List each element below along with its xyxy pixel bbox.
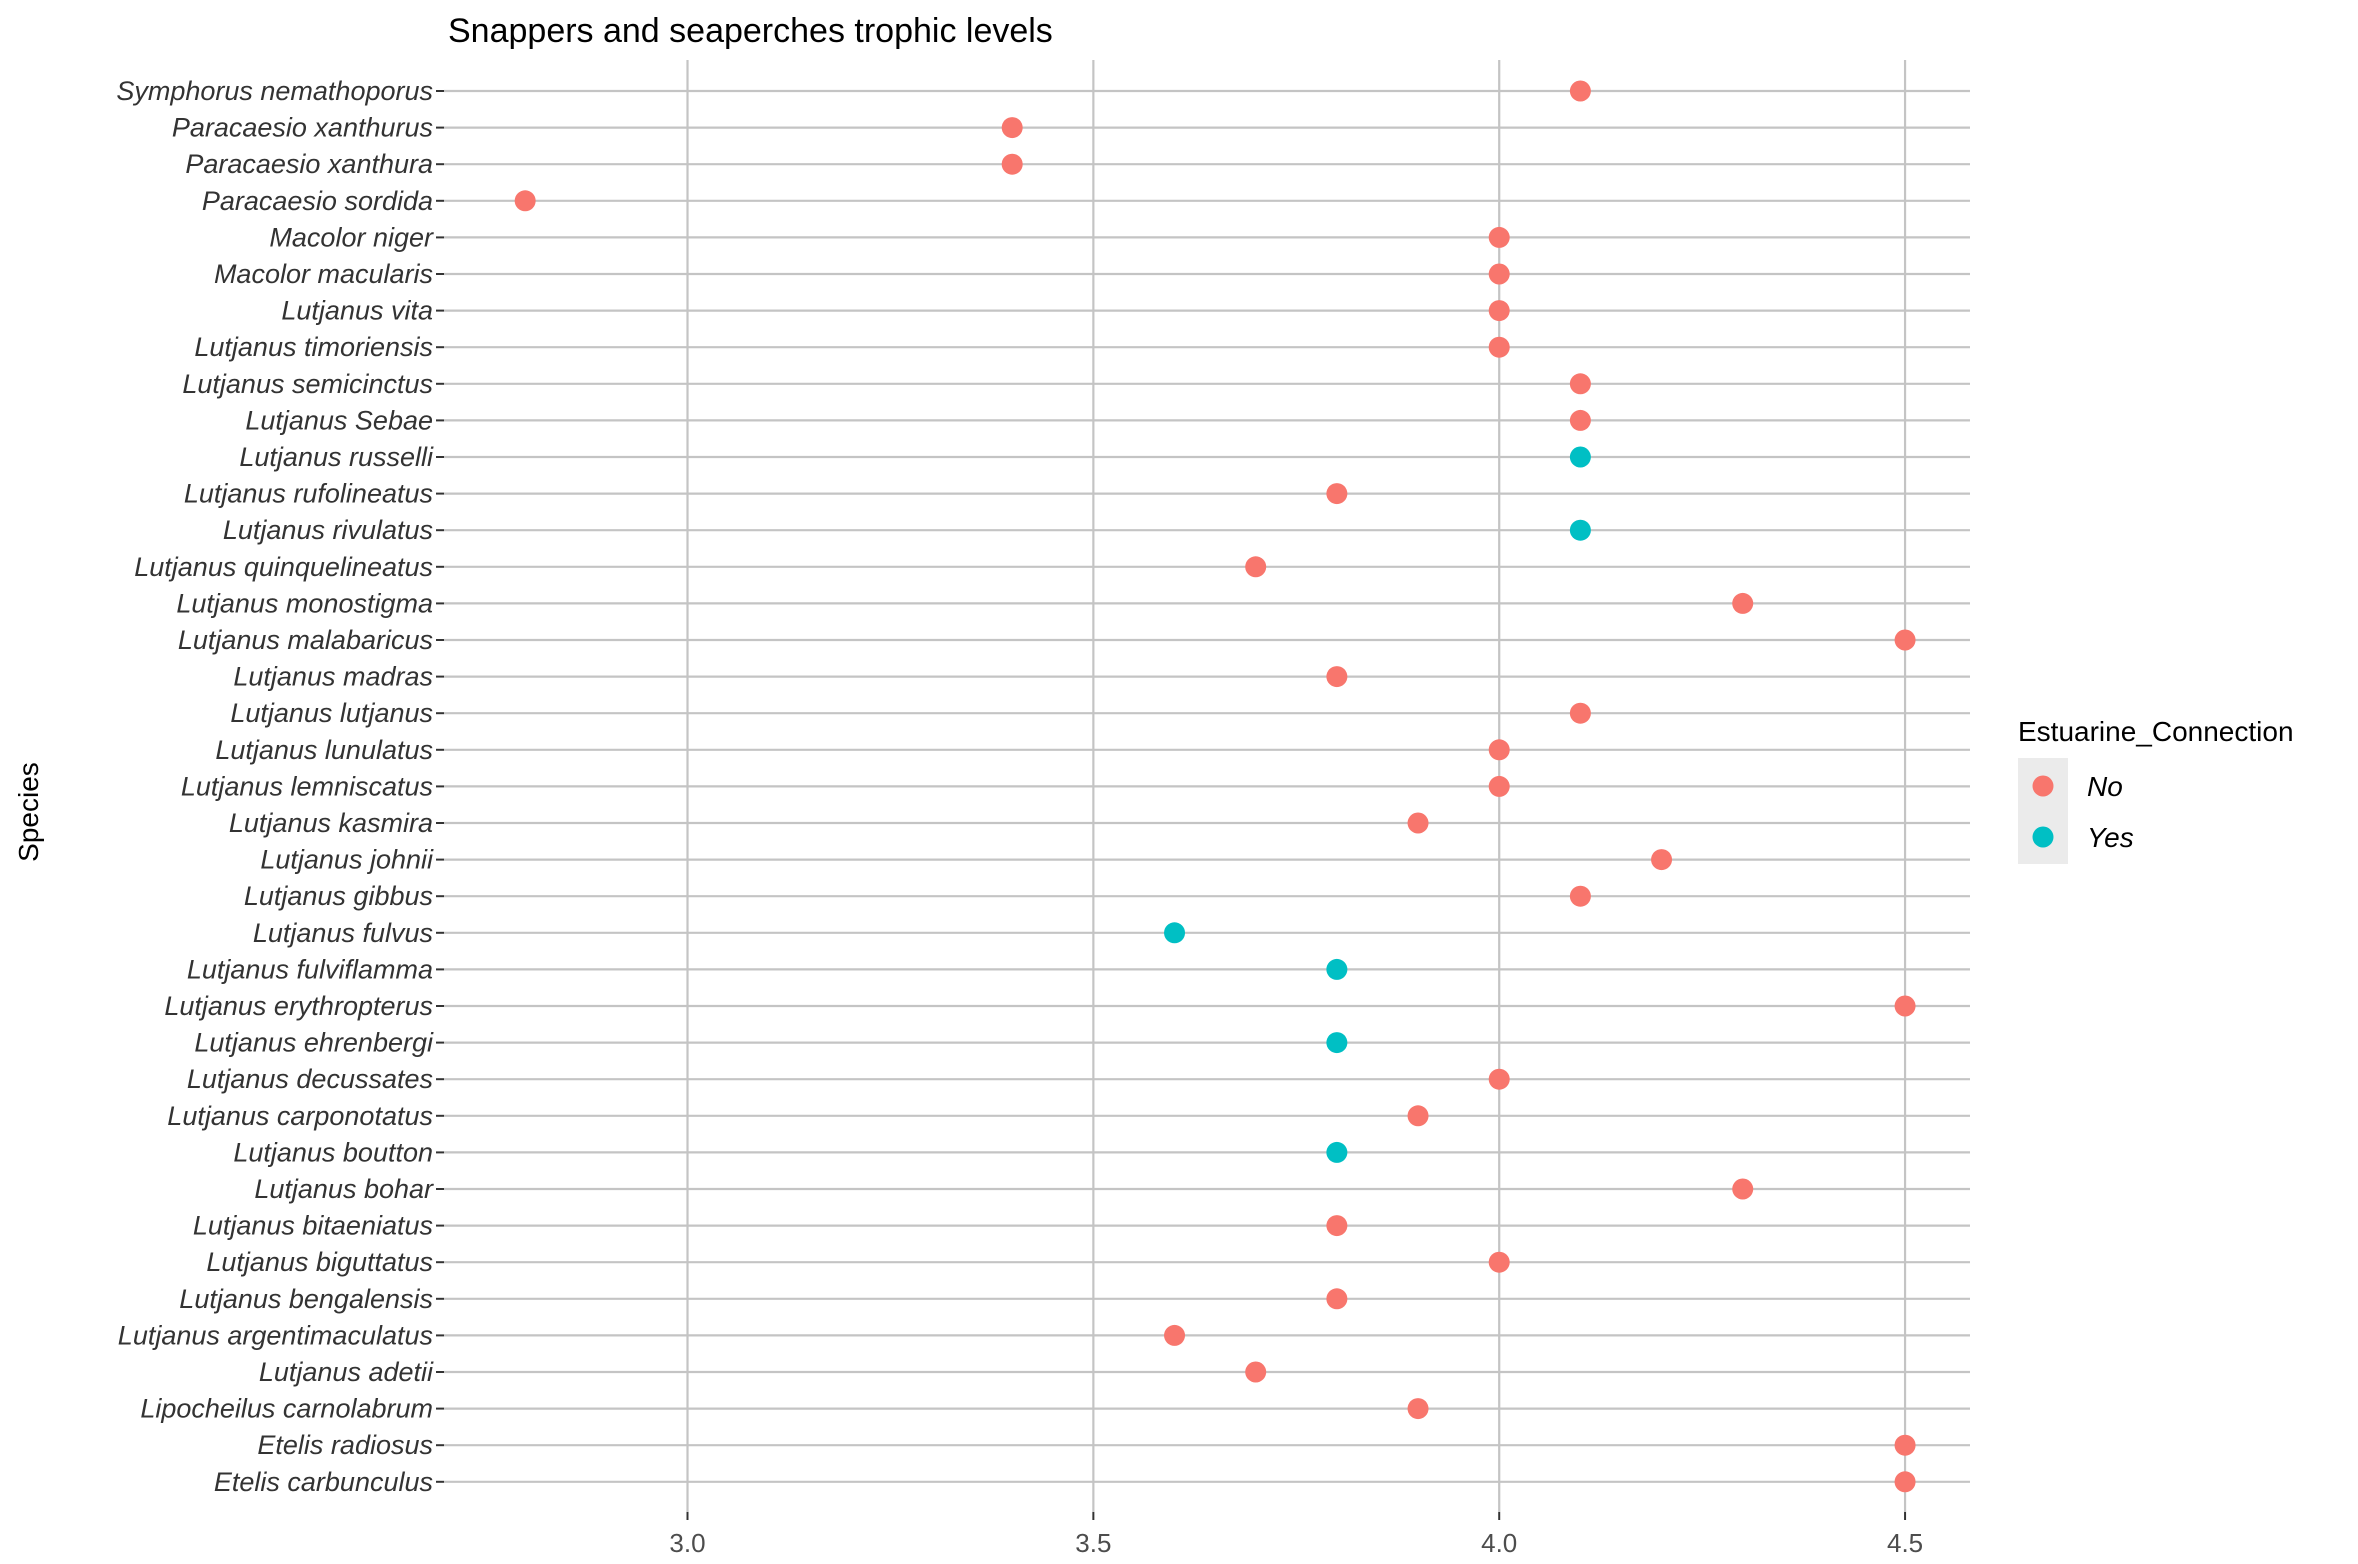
data-points	[514, 80, 1916, 1493]
data-point	[1326, 1288, 1348, 1310]
legend-key-yes	[2032, 826, 2054, 848]
y-tick-label: Lipocheilus carnolabrum	[140, 1394, 433, 1424]
data-point	[1488, 336, 1510, 358]
y-tick-label: Lutjanus timoriensis	[194, 332, 433, 362]
y-tick-label: Lutjanus ehrenbergi	[194, 1028, 434, 1058]
data-point	[1488, 739, 1510, 761]
y-tick-label: Lutjanus bengalensis	[179, 1284, 433, 1314]
y-axis-title: Species	[13, 762, 44, 862]
data-point	[1001, 153, 1023, 175]
y-tick-label: Lutjanus rivulatus	[223, 515, 433, 545]
data-point	[1488, 1068, 1510, 1090]
y-tick-label: Lutjanus madras	[233, 662, 433, 692]
data-point	[1569, 409, 1591, 431]
y-tick-label: Lutjanus lunulatus	[215, 735, 433, 765]
y-tick-label: Lutjanus argentimaculatus	[118, 1320, 433, 1350]
y-tick-label: Lutjanus adetii	[259, 1357, 434, 1387]
y-tick-label: Lutjanus biguttatus	[206, 1247, 433, 1277]
data-point	[1488, 1251, 1510, 1273]
y-tick-label: Lutjanus malabaricus	[178, 625, 433, 655]
chart-title: Snappers and seaperches trophic levels	[448, 12, 1053, 50]
y-tick-label: Paracaesio sordida	[202, 186, 433, 216]
y-tick-label: Lutjanus fulvus	[253, 918, 433, 948]
y-tick-label: Lutjanus bohar	[254, 1174, 434, 1204]
legend-key-background	[2018, 758, 2068, 864]
data-point	[1326, 666, 1348, 688]
y-tick-label: Etelis carbunculus	[214, 1467, 433, 1497]
data-point	[1407, 1398, 1429, 1420]
y-tick-label: Lutjanus russelli	[239, 442, 434, 472]
x-tick-label: 3.0	[669, 1528, 705, 1558]
data-point	[1894, 629, 1916, 651]
y-tick-label: Lutjanus bitaeniatus	[193, 1211, 433, 1241]
y-tick-label: Lutjanus kasmira	[229, 808, 433, 838]
y-tick-label: Lutjanus rufolineatus	[184, 479, 433, 509]
data-point	[1164, 922, 1186, 944]
data-point	[1488, 226, 1510, 248]
y-tick-label: Lutjanus lemniscatus	[181, 771, 433, 801]
y-tick-label: Lutjanus erythropterus	[164, 991, 433, 1021]
data-point	[1732, 592, 1754, 614]
data-point	[1245, 1361, 1267, 1383]
legend: Estuarine_Connection No Yes	[2018, 716, 2294, 864]
y-tick-label: Lutjanus boutton	[233, 1137, 433, 1167]
legend-key-no	[2032, 775, 2054, 797]
x-tick-label: 4.5	[1887, 1528, 1923, 1558]
data-point	[1326, 1215, 1348, 1237]
data-point	[1651, 849, 1673, 871]
y-tick-label: Macolor niger	[269, 222, 434, 252]
y-tick-label: Macolor macularis	[214, 259, 433, 289]
y-tick-label: Lutjanus lutjanus	[230, 698, 433, 728]
y-tick-label: Lutjanus vita	[281, 296, 433, 326]
data-point	[514, 190, 536, 212]
data-point	[1894, 1434, 1916, 1456]
data-point	[1894, 1471, 1916, 1493]
data-point	[1326, 483, 1348, 505]
y-tick-label: Paracaesio xanthura	[185, 149, 433, 179]
y-tick-label: Lutjanus Sebae	[245, 405, 433, 435]
y-tick-label: Etelis radiosus	[257, 1430, 433, 1460]
y-tick-label: Lutjanus gibbus	[244, 881, 433, 911]
data-point	[1407, 1105, 1429, 1127]
data-point	[1569, 80, 1591, 102]
data-point	[1488, 300, 1510, 322]
y-tick-label: Lutjanus johnii	[260, 845, 434, 875]
horizontal-gridlines	[444, 89, 1970, 1483]
x-axis: 3.0 3.5 4.0 4.5	[669, 1512, 1923, 1558]
data-point	[1326, 1141, 1348, 1163]
data-point	[1569, 519, 1591, 541]
x-tick-label: 4.0	[1481, 1528, 1517, 1558]
legend-label: Yes	[2087, 822, 2134, 853]
data-point	[1326, 958, 1348, 980]
y-tick-label: Lutjanus decussates	[187, 1064, 433, 1094]
data-point	[1569, 373, 1591, 395]
y-tick-label: Paracaesio xanthurus	[172, 113, 433, 143]
x-tick-label: 3.5	[1075, 1528, 1111, 1558]
data-point	[1245, 556, 1267, 578]
y-tick-label: Symphorus nemathoporus	[116, 76, 433, 106]
data-point	[1488, 263, 1510, 285]
data-point	[1894, 995, 1916, 1017]
y-tick-label: Lutjanus monostigma	[176, 588, 433, 618]
data-point	[1569, 885, 1591, 907]
y-tick-label: Lutjanus semicinctus	[182, 369, 433, 399]
data-point	[1407, 812, 1429, 834]
data-point	[1001, 117, 1023, 139]
data-point	[1488, 775, 1510, 797]
data-point	[1569, 446, 1591, 468]
y-tick-label: Lutjanus quinquelineatus	[134, 552, 433, 582]
y-tick-label: Lutjanus fulviflamma	[187, 954, 433, 984]
legend-title: Estuarine_Connection	[2018, 716, 2294, 747]
y-tick-label: Lutjanus carponotatus	[167, 1101, 433, 1131]
legend-label: No	[2087, 771, 2123, 802]
data-point	[1569, 702, 1591, 724]
data-point	[1326, 1032, 1348, 1054]
data-point	[1164, 1324, 1186, 1346]
data-point	[1732, 1178, 1754, 1200]
y-axis: Symphorus nemathoporus Paracaesio xanthur…	[116, 76, 444, 1497]
